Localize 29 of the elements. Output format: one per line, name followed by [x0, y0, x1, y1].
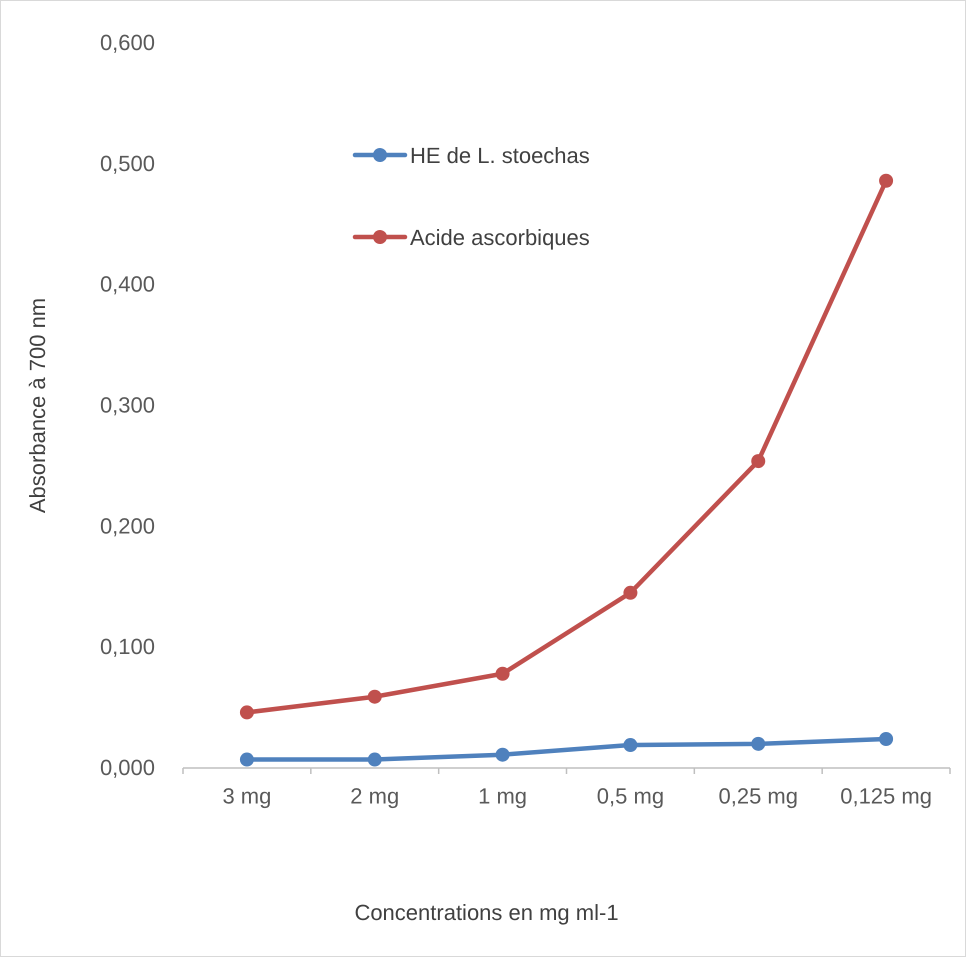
point [623, 586, 638, 600]
point [240, 752, 254, 767]
y-axis-title: Absorbance à 700 nm [25, 298, 50, 514]
y-tick-label: 0,600 [100, 30, 155, 56]
y-tick-label: 0,500 [100, 150, 155, 176]
point [879, 174, 894, 188]
x-tick-label: 2 mg [350, 784, 400, 809]
x-axis-title: Concentrations en mg ml-1 [354, 900, 619, 925]
legend-label: Acide ascorbiques [410, 225, 590, 250]
y-tick-label: 0,100 [100, 634, 155, 660]
point [496, 748, 510, 762]
legend-label: HE de L. stoechas [410, 143, 590, 168]
y-tick-label: 0,000 [100, 755, 155, 780]
x-tick-label: 0,125 mg [840, 784, 932, 809]
x-tick-label: 0,25 mg [718, 784, 798, 809]
x-tick-label: 3 mg [222, 784, 272, 809]
y-tick-label: 0,400 [100, 272, 155, 297]
point [368, 690, 382, 704]
point [496, 666, 510, 681]
point [240, 705, 254, 720]
x-tick-label: 0,5 mg [596, 784, 664, 809]
y-tick-label: 0,300 [100, 392, 155, 418]
point [751, 736, 766, 751]
y-tick-label: 0,200 [100, 513, 155, 538]
point [751, 454, 766, 468]
x-tick-label: 1 mg [478, 784, 528, 809]
point [623, 738, 638, 752]
point [879, 732, 894, 746]
point [368, 752, 382, 767]
